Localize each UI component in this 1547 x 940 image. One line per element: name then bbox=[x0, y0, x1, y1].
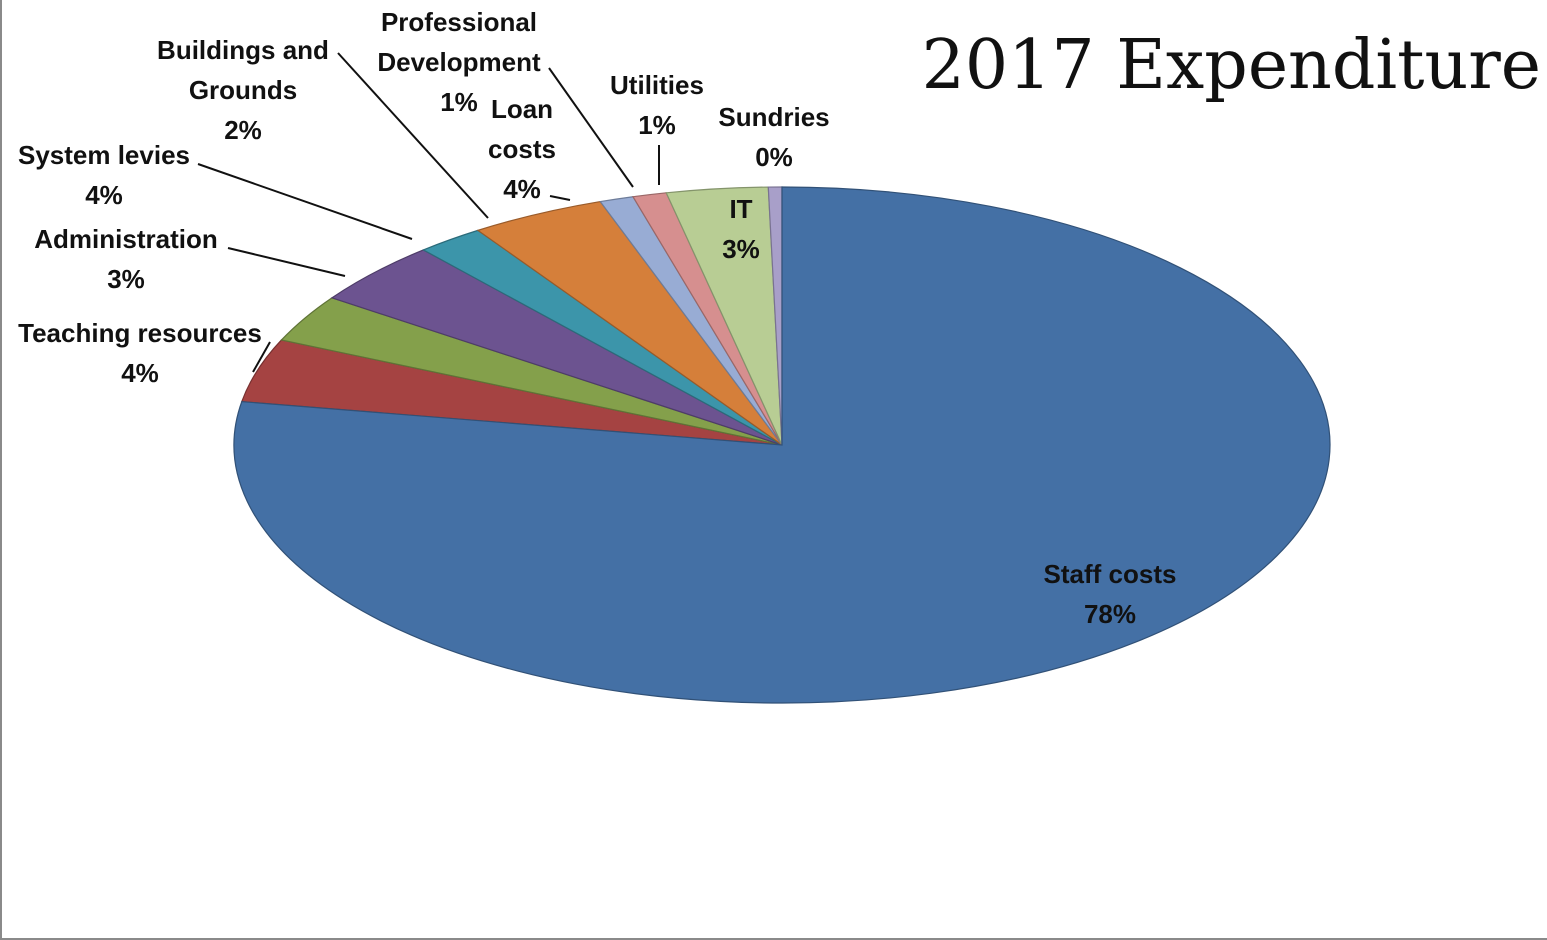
category-label-it: IT bbox=[729, 194, 752, 224]
category-label-utilities: Utilities bbox=[610, 70, 704, 100]
value-label-it: 3% bbox=[722, 234, 760, 264]
category-label-buildings-and-grounds: Grounds bbox=[189, 75, 297, 105]
category-label-staff-costs: Staff costs bbox=[1044, 559, 1177, 589]
leader-line-loan-costs bbox=[549, 195, 571, 201]
value-label-professional-development: 1% bbox=[440, 87, 478, 117]
leader-line-buildings-and-grounds bbox=[337, 52, 489, 219]
category-label-administration: Administration bbox=[34, 224, 217, 254]
category-label-buildings-and-grounds: Buildings and bbox=[157, 35, 329, 65]
value-label-utilities: 1% bbox=[638, 110, 676, 140]
chart-title: 2017 Expenditure bbox=[921, 26, 1541, 105]
leader-line-system-levies bbox=[197, 163, 413, 240]
leader-line-teaching-resources bbox=[252, 341, 271, 373]
pie-top-layer bbox=[233, 186, 1331, 704]
category-label-loan-costs: costs bbox=[488, 134, 556, 164]
category-label-professional-development: Professional bbox=[381, 7, 537, 37]
value-label-buildings-and-grounds: 2% bbox=[224, 115, 262, 145]
leader-line-administration bbox=[227, 247, 346, 277]
value-label-sundries: 0% bbox=[755, 142, 793, 172]
leader-line-professional-development bbox=[548, 67, 634, 188]
label-layer: Teaching resources 4% Administration 3% Syst… bbox=[18, 7, 1176, 629]
value-label-system-levies: 4% bbox=[85, 180, 123, 210]
category-label-system-levies: System levies bbox=[18, 140, 190, 170]
pie-slice-staff-costs bbox=[233, 186, 1331, 704]
category-label-loan-costs: Loan bbox=[491, 94, 553, 124]
value-label-loan-costs: 4% bbox=[503, 174, 541, 204]
category-label-teaching-resources: Teaching resources bbox=[18, 318, 262, 348]
category-label-professional-development: Development bbox=[377, 47, 541, 77]
value-label-staff-costs: 78% bbox=[1084, 599, 1136, 629]
category-label-sundries: Sundries bbox=[718, 102, 829, 132]
value-label-teaching-resources: 4% bbox=[121, 358, 159, 388]
value-label-administration: 3% bbox=[107, 264, 145, 294]
leader-line-layer bbox=[197, 52, 660, 373]
